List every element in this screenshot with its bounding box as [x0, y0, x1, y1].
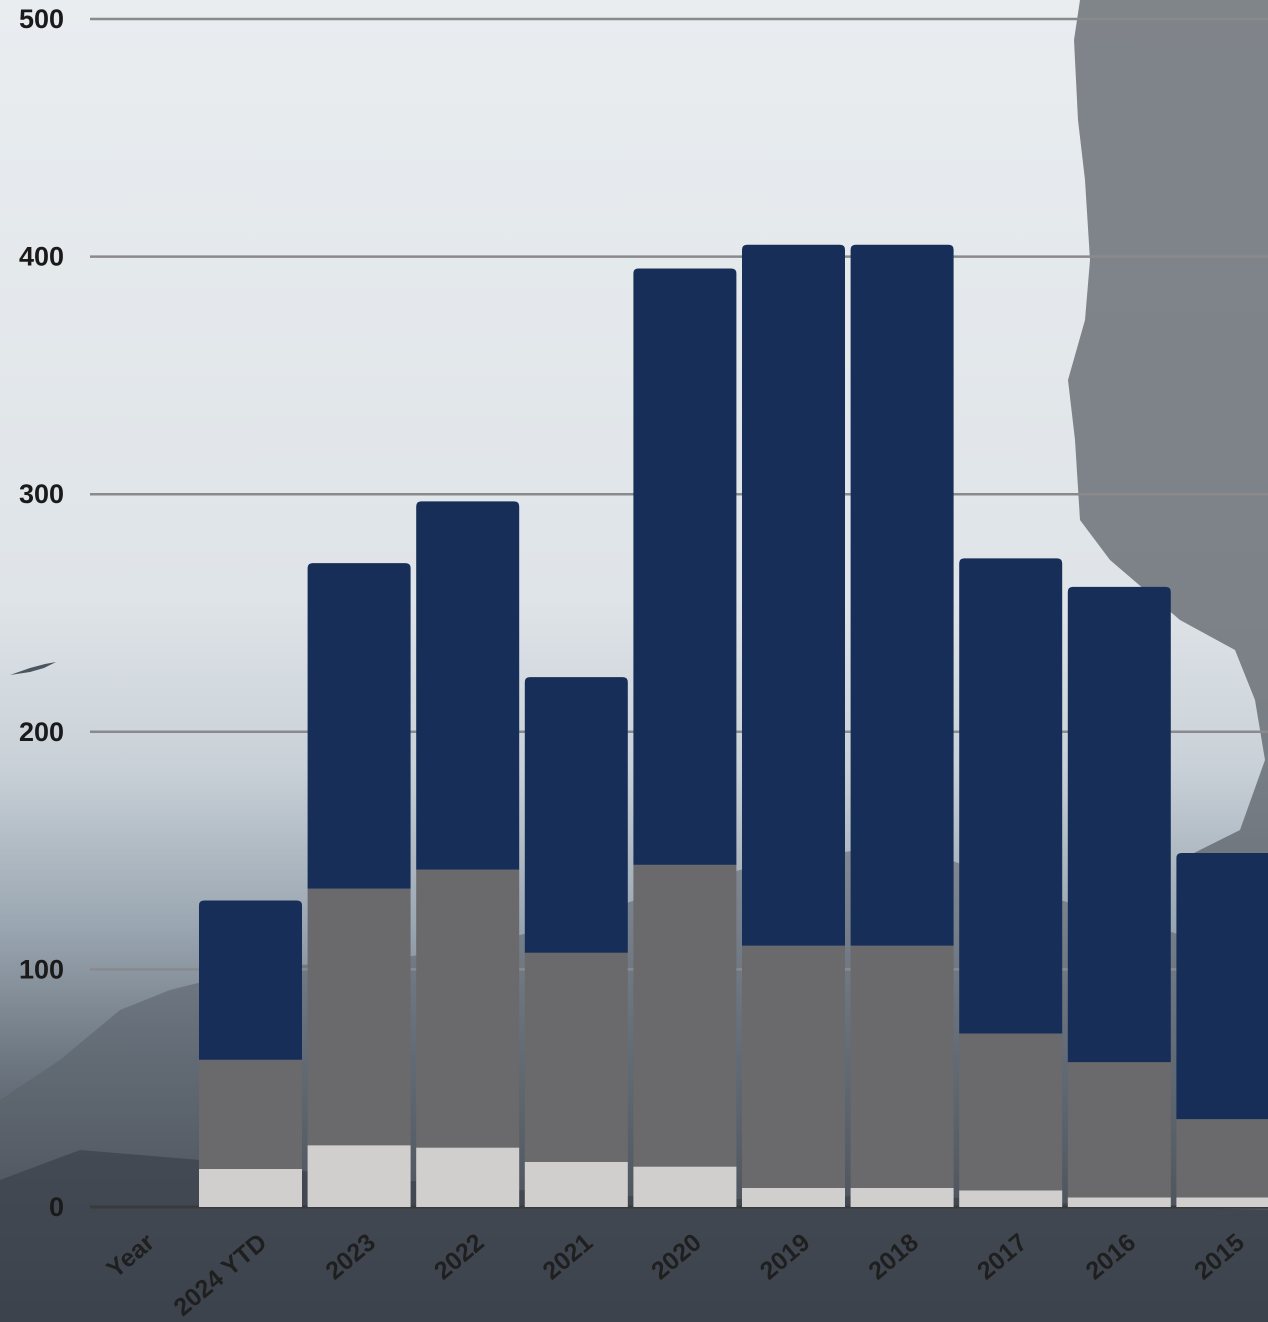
bar-segment-1 — [959, 1190, 1063, 1207]
bar-segment-3 — [307, 563, 411, 889]
x-tick-label: 2022 — [429, 1228, 490, 1285]
bar-group-2024-ytd — [199, 900, 302, 1207]
bar-segment-1 — [1176, 1197, 1268, 1207]
bar-segment-1 — [742, 1187, 845, 1207]
bar-segment-2 — [633, 864, 737, 1167]
bar-group-2018 — [850, 244, 954, 1207]
bar-segment-3 — [850, 244, 954, 946]
bar-segment-3 — [959, 558, 1063, 1034]
bar-group-2015 — [1176, 852, 1268, 1207]
bar-group-2017 — [959, 558, 1063, 1207]
y-tick-label: 400 — [19, 242, 64, 272]
bar-group-2023 — [307, 563, 411, 1207]
bar-segment-1 — [307, 1145, 411, 1207]
x-tick-label: 2017 — [972, 1228, 1033, 1285]
bar-group-2019 — [742, 244, 845, 1207]
bar-segment-2 — [1067, 1062, 1171, 1198]
bar-group-2021 — [524, 677, 628, 1207]
y-tick-label: 200 — [19, 717, 64, 747]
x-tick-label: 2020 — [646, 1228, 707, 1285]
x-axis-header-label: Year — [101, 1228, 160, 1284]
bar-segment-3 — [742, 244, 845, 946]
bar-segment-2 — [742, 945, 845, 1188]
bar-group-2022 — [416, 501, 520, 1207]
bar-segment-3 — [633, 268, 737, 865]
bar-segment-1 — [633, 1166, 737, 1207]
x-tick-label: 2019 — [755, 1228, 816, 1285]
x-tick-label: 2024 YTD — [168, 1228, 272, 1322]
y-tick-label: 300 — [19, 479, 64, 509]
bar-segment-2 — [199, 1059, 302, 1169]
x-tick-label: 2016 — [1081, 1228, 1142, 1285]
bar-segment-3 — [1067, 586, 1171, 1063]
bar-segment-2 — [1176, 1119, 1268, 1198]
bar-group-2020 — [633, 268, 737, 1207]
y-tick-label: 500 — [19, 4, 64, 34]
bar-group-2016 — [1067, 586, 1171, 1207]
bar-segment-2 — [307, 888, 411, 1146]
bar-segment-1 — [850, 1187, 954, 1207]
x-tick-label: 2023 — [320, 1228, 381, 1285]
y-axis-labels: 0 100 200 300 400 500 — [19, 4, 64, 1222]
bars — [199, 244, 1268, 1207]
bar-segment-1 — [199, 1168, 302, 1207]
bar-segment-2 — [524, 952, 628, 1162]
bar-segment-3 — [524, 677, 628, 953]
bar-segment-1 — [416, 1147, 520, 1207]
bar-segment-1 — [524, 1161, 628, 1207]
x-tick-label: 2018 — [863, 1228, 924, 1285]
x-tick-label: 2021 — [538, 1228, 599, 1285]
bar-segment-2 — [959, 1033, 1063, 1191]
bar-segment-3 — [416, 501, 520, 870]
y-tick-label: 100 — [19, 954, 64, 984]
bar-segment-1 — [1067, 1197, 1171, 1207]
bar-segment-2 — [416, 869, 520, 1148]
bar-segment-3 — [199, 900, 302, 1060]
y-tick-label: 0 — [49, 1192, 64, 1222]
x-axis-labels: Year 2024 YTD 2023 2022 2021 2020 2019 2018 2017… — [101, 1228, 1249, 1322]
x-tick-label: 2015 — [1189, 1228, 1250, 1285]
bar-segment-3 — [1176, 852, 1268, 1120]
bar-segment-2 — [850, 945, 954, 1188]
